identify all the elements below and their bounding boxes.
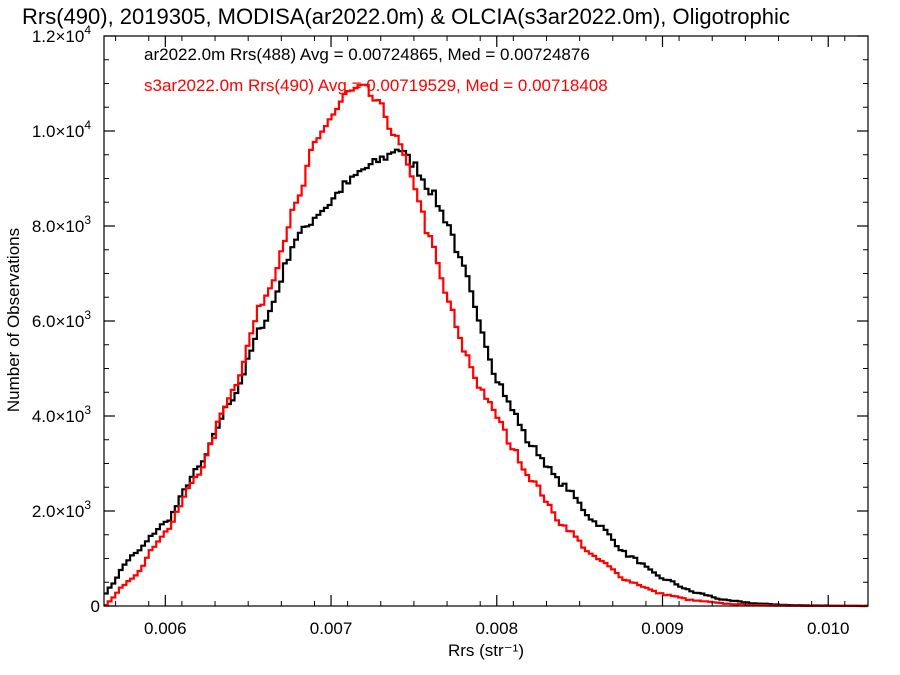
plot-area: 0.006 0.007 0.008 0.009 0.010 0 2.0×103 4.0×103… [32, 23, 869, 638]
series-line-2 [104, 83, 868, 608]
legend-entry-series-2: s3ar2022.0m Rrs(490) Avg = 0.00719529, M… [144, 76, 608, 95]
y-tick-label: 4.0×103 [32, 403, 91, 426]
x-tick-label: 0.007 [310, 619, 353, 638]
x-tick-label: 0.009 [641, 619, 684, 638]
y-axis-label: Number of Observations [4, 228, 23, 412]
y-tick-label: 6.0×103 [32, 308, 91, 331]
chart-title: Rrs(490), 2019305, MODISA(ar2022.0m) & O… [22, 4, 790, 29]
y-tick-label: 1.2×104 [32, 23, 91, 46]
y-tick-label: 1.0×104 [32, 118, 91, 141]
x-tick-label: 0.010 [807, 619, 850, 638]
x-tick-label: 0.008 [475, 619, 518, 638]
y-tick-label: 8.0×103 [32, 213, 91, 236]
legend-entry-series-1: ar2022.0m Rrs(488) Avg = 0.00724865, Med… [144, 45, 590, 64]
x-axis-label: Rrs (str⁻¹) [448, 641, 524, 660]
y-tick-label: 0 [91, 597, 100, 616]
plot-frame [103, 35, 869, 607]
x-tick-label: 0.006 [144, 619, 187, 638]
series-line-1 [104, 148, 868, 608]
y-tick-label: 2.0×103 [32, 498, 91, 521]
